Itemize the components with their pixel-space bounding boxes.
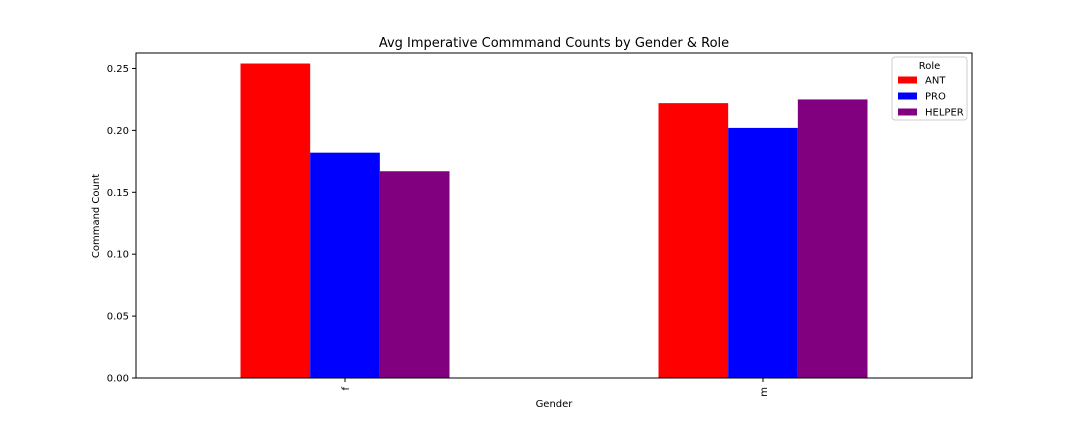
- y-tick-label: 0.20: [107, 126, 129, 137]
- legend-swatch-helper: [898, 108, 917, 116]
- y-axis-label: Command Count: [91, 174, 102, 258]
- y-tick-label: 0.10: [107, 250, 129, 261]
- bar-helper-f: [379, 171, 450, 378]
- bar-pro-m: [728, 127, 798, 379]
- chart-title: Avg Imperative Commmand Counts by Gender…: [379, 36, 729, 51]
- plot-frame: [135, 52, 973, 379]
- y-tick-label: 0.00: [107, 374, 129, 385]
- bar-ant-f: [240, 63, 311, 379]
- y-tick-label: 0.05: [107, 312, 129, 323]
- y-tick-label: 0.25: [107, 64, 129, 75]
- legend-label-ant: ANT: [925, 76, 946, 87]
- legend-label-helper: HELPER: [925, 108, 964, 119]
- bar-helper-m: [797, 99, 868, 379]
- legend-title: Role: [919, 61, 941, 72]
- bar-ant-m: [658, 103, 729, 378]
- y-axis: 0.00 0.05 0.10 0.15 0.20 0.25: [107, 64, 136, 385]
- legend: Role ANT PRO HELPER: [891, 56, 968, 121]
- legend-label-pro: PRO: [925, 92, 946, 103]
- plot-area: [240, 63, 868, 379]
- legend-swatch-pro: [898, 92, 917, 100]
- legend-swatch-ant: [898, 76, 917, 84]
- legend-box: [891, 56, 968, 121]
- x-axis-label: Gender: [536, 399, 574, 410]
- x-tick-label: m: [759, 387, 770, 397]
- x-tick-label: f: [341, 387, 352, 391]
- bar-pro-f: [310, 152, 380, 378]
- y-tick-label: 0.15: [107, 188, 129, 199]
